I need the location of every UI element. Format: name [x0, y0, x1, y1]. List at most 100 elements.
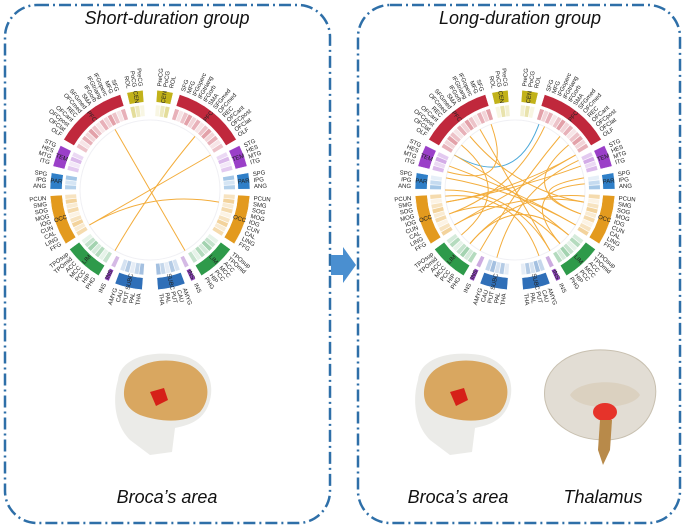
module-arc	[520, 89, 539, 105]
module-arc	[49, 194, 77, 245]
region-label: IOG	[613, 220, 626, 229]
region-cell	[485, 259, 493, 271]
region-label: CAU	[175, 289, 184, 303]
region-cell	[204, 132, 215, 143]
region-label: SOG	[251, 208, 266, 217]
brain-left	[115, 353, 212, 455]
region-cell	[223, 198, 235, 204]
region-cell	[562, 125, 574, 137]
region-cell	[67, 206, 79, 214]
region-label: SPG	[252, 170, 266, 178]
region-cell	[559, 122, 570, 134]
region-cell	[433, 211, 446, 219]
region-label: STG	[408, 139, 422, 150]
region-label: ROL	[487, 76, 496, 90]
region-cell	[188, 251, 198, 263]
region-label: FFG	[237, 242, 251, 254]
panel-title: Short-duration group	[84, 8, 249, 28]
module-label: CEN	[131, 90, 139, 103]
region-label: SPG	[617, 170, 631, 178]
region-cell	[528, 106, 535, 119]
module-arc	[194, 241, 231, 277]
region-label: HES	[41, 145, 55, 155]
module-arc	[540, 94, 602, 146]
region-label: HES	[611, 145, 625, 155]
region-cell	[581, 219, 594, 228]
module-arc	[550, 267, 561, 282]
region-label: AMYG	[181, 287, 193, 306]
region-cell	[207, 233, 219, 244]
region-label: SOG	[399, 208, 414, 217]
region-cell	[171, 108, 180, 121]
region-cell	[569, 237, 581, 248]
module-arc	[236, 172, 251, 190]
region-cell	[460, 122, 471, 134]
region-cell	[216, 219, 229, 228]
region-cell	[209, 139, 221, 150]
region-label: PoCG	[493, 71, 501, 88]
region-label: INS	[98, 283, 108, 295]
region-cell	[447, 135, 459, 146]
region-label: OLF	[415, 127, 428, 138]
region-cell	[88, 128, 99, 140]
region-label: AMYG	[108, 287, 120, 306]
module-label: CEN	[526, 90, 534, 103]
region-label: FFG	[49, 242, 63, 254]
region-cell	[436, 219, 449, 228]
module-label: PAR	[237, 178, 250, 185]
region-cell	[98, 249, 109, 261]
region-label: MFG	[468, 80, 479, 95]
region-label: IPG	[618, 177, 629, 184]
region-cell	[430, 198, 442, 204]
region-cell	[430, 194, 442, 200]
ring	[79, 119, 221, 261]
module-arc	[69, 241, 106, 277]
region-cell	[520, 263, 526, 275]
panel-title: Long-duration group	[439, 8, 601, 28]
region-label: HIP	[208, 273, 219, 285]
region-cell	[103, 116, 113, 129]
region-cell	[120, 108, 129, 121]
module-arc	[479, 272, 509, 290]
region-cell	[430, 180, 442, 186]
region-label: CAU	[481, 289, 490, 303]
region-cell	[218, 215, 230, 223]
region-cell	[198, 243, 209, 255]
region-label: INS	[557, 283, 567, 295]
region-label: CAU	[540, 289, 549, 303]
region-label: PoCG	[128, 71, 136, 88]
region-label: MTG	[38, 151, 53, 161]
region-label: HIP	[82, 273, 93, 285]
region-cell	[494, 261, 501, 274]
connection	[479, 129, 551, 251]
region-cell	[159, 105, 165, 118]
region-cell	[569, 132, 580, 143]
module-arc	[126, 89, 145, 105]
region-cell	[579, 222, 592, 232]
module-label: INS	[550, 269, 560, 281]
region-label: OLF	[50, 127, 63, 138]
connection	[469, 136, 585, 203]
region-label: AMYG	[546, 287, 558, 306]
region-cell	[155, 263, 161, 275]
region-cell	[481, 110, 490, 123]
module-label: PAR	[602, 178, 615, 185]
region-cell	[548, 114, 558, 126]
region-cell	[433, 161, 446, 169]
region-cell	[219, 211, 232, 219]
module-label: SUBC	[125, 272, 135, 290]
region-cell	[219, 161, 232, 169]
module-arc	[521, 272, 551, 290]
region-cell	[588, 194, 600, 200]
connection	[89, 198, 220, 226]
region-label: CUN	[40, 225, 54, 235]
module-label: SUBC	[530, 273, 540, 291]
region-cell	[581, 152, 593, 161]
region-cell	[446, 233, 458, 244]
region-label: PreCG	[157, 68, 165, 87]
module-arc	[156, 272, 186, 290]
region-cell	[525, 262, 531, 275]
module-arc	[63, 94, 125, 146]
region-label: STG	[608, 138, 622, 149]
region-cell	[432, 165, 445, 173]
